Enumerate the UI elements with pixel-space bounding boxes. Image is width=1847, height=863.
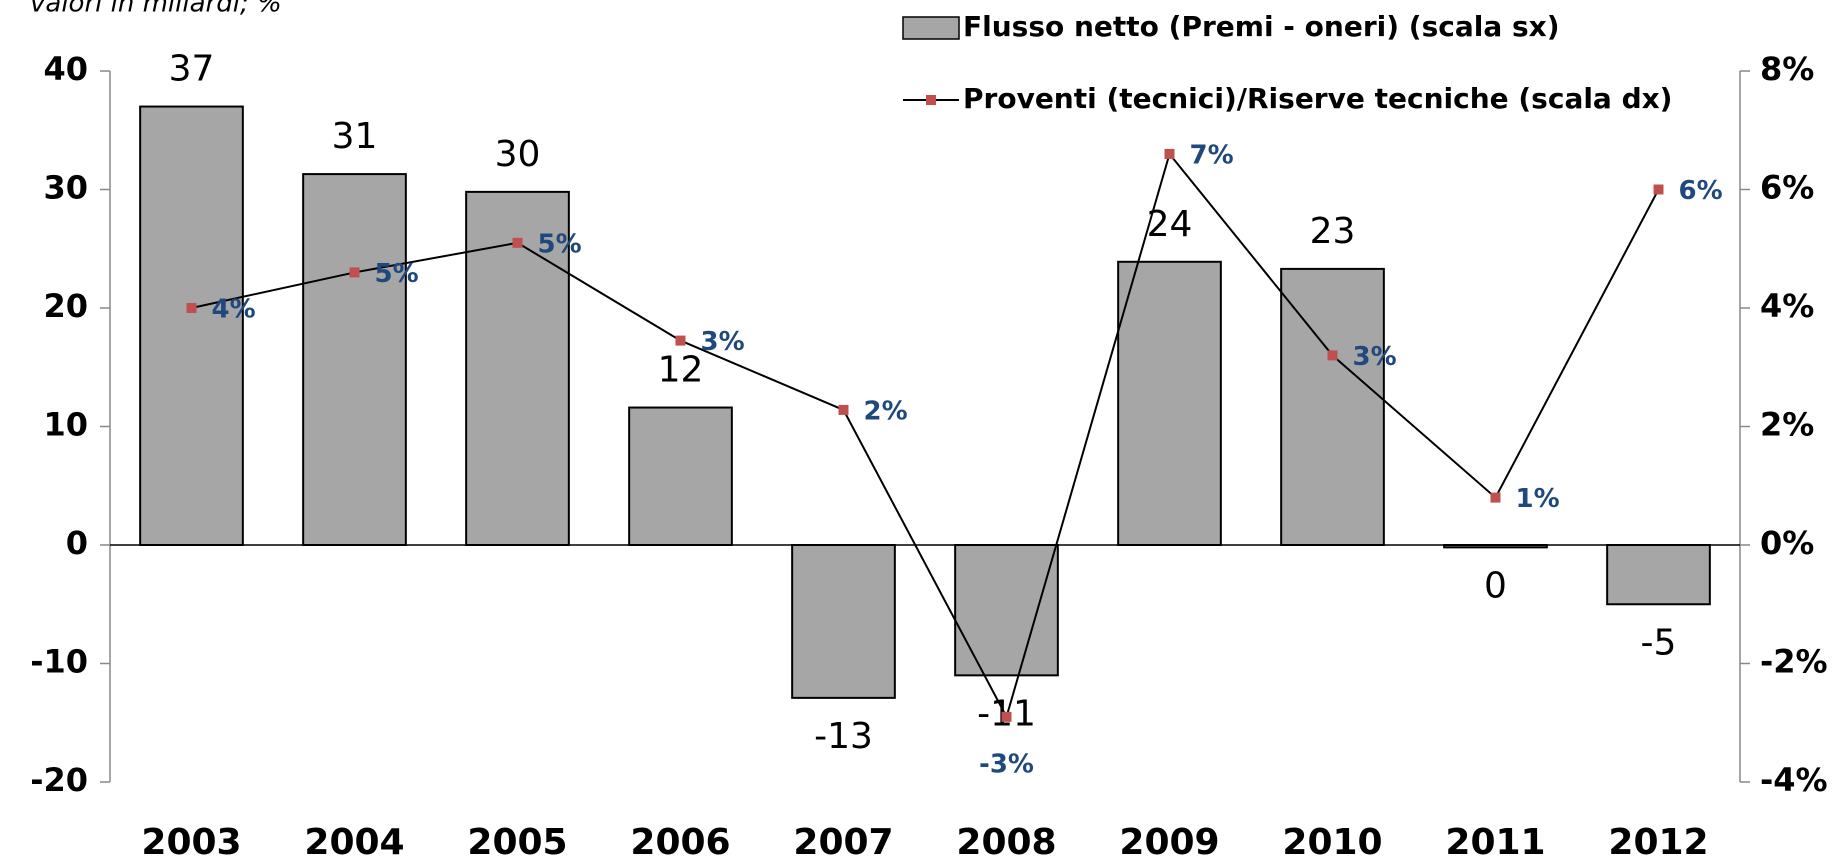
y-tick-label: 40 — [43, 50, 88, 88]
line-marker — [1001, 711, 1012, 722]
line — [191, 151, 1660, 720]
bar-label: 37 — [169, 49, 215, 90]
bar — [954, 544, 1059, 677]
legend-label: Flusso netto (Premi - oneri) (scala sx) — [963, 10, 1560, 43]
line-marker — [1653, 184, 1664, 195]
line-label: 7% — [1190, 140, 1234, 170]
bar — [139, 105, 244, 547]
bar — [1117, 260, 1222, 546]
x-tick-label: 2012 — [1608, 822, 1708, 863]
x-tick-label: 2009 — [1119, 822, 1219, 863]
bar-label: 0 — [1484, 565, 1507, 606]
y2-tick-label: 6% — [1760, 169, 1814, 207]
legend-marker — [926, 95, 936, 105]
x-tick-label: 2006 — [630, 822, 730, 863]
y2-tick-label: 8% — [1760, 50, 1814, 88]
subtitle: valori in miliardi; % — [30, 0, 282, 19]
x-tick-label: 2011 — [1445, 822, 1545, 863]
line-marker — [838, 404, 849, 415]
bar — [628, 406, 733, 547]
y2-tick-label: 4% — [1760, 287, 1814, 325]
y2-tick-label: -2% — [1760, 643, 1828, 681]
y-tick-label: 0 — [66, 524, 88, 562]
line-marker — [186, 303, 197, 313]
line-marker — [349, 267, 360, 278]
y-tick-label: 10 — [43, 406, 88, 444]
line-label: 1% — [1516, 484, 1560, 514]
bar-label: 30 — [495, 134, 541, 175]
bar-label: 23 — [1310, 211, 1356, 252]
y-tick-label: 30 — [43, 169, 88, 207]
y2-tick-label: 2% — [1760, 406, 1814, 444]
line-marker — [1327, 350, 1338, 361]
line-marker — [1164, 148, 1175, 159]
legend-swatch — [902, 16, 960, 40]
y-tick-label: -20 — [30, 761, 88, 799]
line-label: 2% — [864, 396, 908, 426]
x-tick-label: 2004 — [304, 822, 404, 863]
line-marker — [1490, 492, 1501, 503]
x-tick-label: 2003 — [141, 822, 241, 863]
line-marker — [512, 237, 523, 248]
x-tick-label: 2005 — [467, 822, 567, 863]
legend-label: Proventi (tecnici)/Riserve tecniche (sca… — [963, 82, 1672, 115]
bar-label: 24 — [1147, 204, 1193, 245]
bar — [791, 544, 896, 699]
y2-tick-label: 0% — [1760, 524, 1814, 562]
y-tick-label: 20 — [43, 287, 88, 325]
bar-label: 31 — [332, 116, 378, 157]
x-tick-label: 2007 — [793, 822, 893, 863]
line-label: 4% — [212, 295, 256, 325]
bar — [1606, 544, 1711, 606]
bar-label: -5 — [1641, 622, 1677, 663]
line-label: 5% — [375, 259, 419, 289]
line-label: -3% — [979, 749, 1034, 779]
bar — [302, 173, 407, 546]
line-label: 3% — [701, 327, 745, 357]
line-label: 6% — [1679, 176, 1723, 206]
line-label: 3% — [1353, 342, 1397, 372]
line-label: 5% — [538, 229, 582, 259]
x-tick-label: 2010 — [1282, 822, 1382, 863]
x-tick-label: 2008 — [956, 822, 1056, 863]
line-marker — [675, 335, 686, 346]
y2-tick-label: -4% — [1760, 761, 1828, 799]
bar-label: 12 — [658, 350, 704, 391]
y-tick-label: -10 — [30, 643, 88, 681]
bar-label: -13 — [814, 716, 873, 757]
